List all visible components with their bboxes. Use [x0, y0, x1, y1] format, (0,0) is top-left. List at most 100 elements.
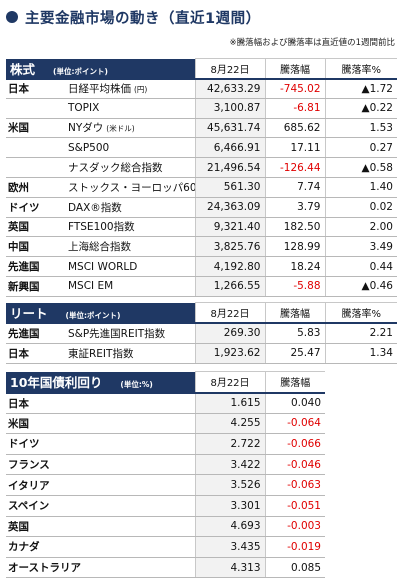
change: -745.02: [264, 78, 325, 99]
column-header: 騰落幅: [264, 371, 325, 394]
region: 先進国: [6, 322, 62, 344]
note: ※騰落幅および騰落率は直近値の1週間前比: [229, 38, 395, 48]
column-header: 騰落率%: [324, 58, 397, 80]
value: 6,466.91: [194, 137, 265, 159]
row: 日本 1.615 0.040: [6, 392, 325, 414]
change-rate: ▲0.46: [324, 276, 397, 297]
region: カナダ: [6, 536, 195, 558]
region: 先進国: [6, 256, 62, 277]
row: 米国 4.255 -0.064: [6, 413, 325, 435]
region: 英国: [6, 516, 195, 538]
index-name: 上海総合指数: [68, 241, 131, 254]
change: 5.83: [264, 322, 325, 344]
section-table: リート (単位:ポイント) 8月22日 騰落幅 騰落率% 先進国 S&P先進国REIT指数 2…: [6, 302, 397, 364]
value: 269.30: [194, 322, 265, 344]
section-table: 10年国債利回り (単位:%) 8月22日 騰落幅 日本 1.615 0.040 米国 4.25…: [6, 371, 325, 579]
change: 18.24: [264, 256, 325, 277]
index-name-cell: TOPIX: [62, 98, 195, 119]
change: -0.019: [264, 536, 325, 558]
value: 3,100.87: [194, 98, 265, 119]
section-title-cell: 株式 (単位:ポイント): [6, 58, 195, 80]
value: 45,631.74: [194, 118, 265, 139]
section-header: 株式 (単位:ポイント) 8月22日 騰落幅 騰落率%: [6, 58, 397, 80]
title-text: 主要金融市場の動き（直近1週間）: [25, 10, 261, 27]
change: 0.085: [264, 557, 325, 579]
row: オーストラリア 4.313 0.085: [6, 557, 325, 579]
change-rate: 1.34: [324, 343, 397, 364]
change: 17.11: [264, 137, 325, 159]
value: 42,633.29: [194, 78, 265, 99]
change: 0.040: [264, 392, 325, 414]
change: 128.99: [264, 236, 325, 258]
region: 中国: [6, 236, 62, 258]
change-rate: 0.27: [324, 137, 397, 159]
index-name-cell: 東証REIT指数: [62, 343, 195, 364]
change: -0.003: [264, 516, 325, 538]
index-name: 日経平均株価: [68, 83, 131, 96]
change: -0.051: [264, 495, 325, 517]
section-title: 株式: [10, 61, 36, 77]
index-name-cell: FTSE100指数: [62, 217, 195, 238]
value: 4.313: [194, 557, 265, 579]
region: 米国: [6, 413, 195, 435]
index-name: 東証REIT指数: [68, 347, 134, 360]
value: 3.435: [194, 536, 265, 558]
index-name: MSCI EM: [68, 280, 114, 293]
value: 24,363.09: [194, 197, 265, 218]
value: 561.30: [194, 177, 265, 198]
region: 欧州: [6, 177, 62, 198]
change-rate: 1.40: [324, 177, 397, 198]
value: 21,496.54: [194, 157, 265, 178]
change: -5.88: [264, 276, 325, 297]
row: 英国 4.693 -0.003: [6, 516, 325, 538]
value: 3.526: [194, 474, 265, 496]
region: [6, 137, 62, 159]
index-name-cell: NYダウ (米ドル): [62, 118, 195, 139]
row: 新興国 MSCI EM 1,266.55 -5.88 ▲0.46: [6, 276, 397, 297]
region: 英国: [6, 217, 62, 238]
change: -0.046: [264, 454, 325, 476]
column-header: 8月22日: [194, 302, 265, 324]
change: 685.62: [264, 118, 325, 139]
region: 日本: [6, 78, 62, 99]
section-title-cell: 10年国債利回り (単位:%): [6, 371, 195, 394]
title: 主要金融市場の動き（直近1週間）: [6, 6, 261, 28]
row: 先進国 S&P先進国REIT指数 269.30 5.83 2.21: [6, 322, 397, 344]
change-rate: 2.21: [324, 322, 397, 344]
column-header: 騰落幅: [264, 58, 325, 80]
row: 先進国 MSCI WORLD 4,192.80 18.24 0.44: [6, 256, 397, 277]
index-name: ストックス・ヨーロッパ600: [68, 181, 195, 194]
column-header: 騰落率%: [324, 302, 397, 324]
section-unit: (単位:ポイント): [65, 310, 121, 320]
region: [6, 98, 62, 119]
region: オーストラリア: [6, 557, 195, 579]
section-title-cell: リート (単位:ポイント): [6, 302, 195, 324]
change: 182.50: [264, 217, 325, 238]
change: -0.064: [264, 413, 325, 435]
row: カナダ 3.435 -0.019: [6, 536, 325, 558]
region: ドイツ: [6, 197, 62, 218]
row: ドイツ 2.722 -0.066: [6, 433, 325, 455]
value: 3.301: [194, 495, 265, 517]
index-name-cell: MSCI EM: [62, 276, 195, 297]
value: 2.722: [194, 433, 265, 455]
row: スペイン 3.301 -0.051: [6, 495, 325, 517]
section-header: リート (単位:ポイント) 8月22日 騰落幅 騰落率%: [6, 302, 397, 324]
index-name-cell: MSCI WORLD: [62, 256, 195, 277]
index-name: S&P先進国REIT指数: [68, 327, 166, 340]
change: -126.44: [264, 157, 325, 178]
region: スペイン: [6, 495, 195, 517]
change: 3.79: [264, 197, 325, 218]
region: イタリア: [6, 474, 195, 496]
section-table: 株式 (単位:ポイント) 8月22日 騰落幅 騰落率% 日本 日経平均株価 (円) 42,633…: [6, 58, 397, 297]
value: 4,192.80: [194, 256, 265, 277]
row: 中国 上海総合指数 3,825.76 128.99 3.49: [6, 236, 397, 258]
change: -0.063: [264, 474, 325, 496]
change-rate: 2.00: [324, 217, 397, 238]
index-name-cell: S&P先進国REIT指数: [62, 322, 195, 344]
column-header: 騰落幅: [264, 302, 325, 324]
index-name: DAX®指数: [68, 201, 122, 214]
index-name-cell: ストックス・ヨーロッパ600: [62, 177, 195, 198]
change: -6.81: [264, 98, 325, 119]
column-header: 8月22日: [194, 371, 265, 394]
